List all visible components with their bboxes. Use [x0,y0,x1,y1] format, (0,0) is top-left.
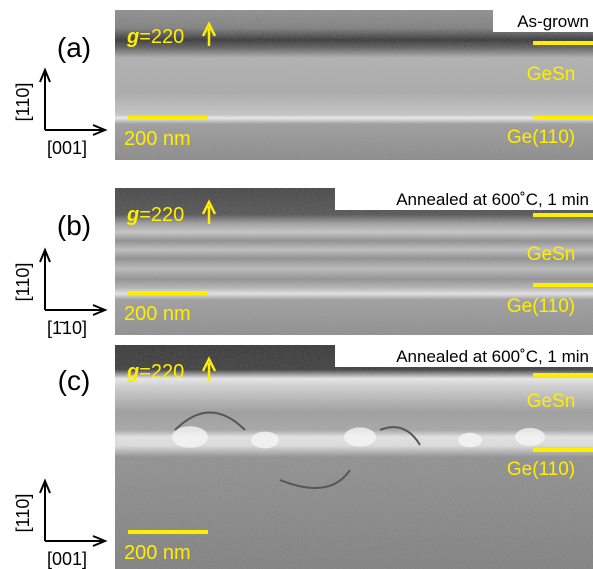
layer-label: Ge(110) [507,459,575,480]
axis-label-vertical: [110] [13,83,33,122]
axis-label-vertical: [110] [13,494,33,533]
layer-label: Ge(110) [507,127,575,148]
micrograph-texture [115,345,593,569]
panel: Annealed at 600˚C, 1 min g=220 GeSn Ge(110)… [13,345,593,569]
precipitate [251,432,279,449]
precipitate [172,426,208,448]
g-vector: g=220 [126,204,184,226]
g-value: =220 [139,361,184,383]
g-vector: g=220 [126,361,184,383]
figure: As-growng=220GeSnGe(110)200 nm(a)[110][0… [0,0,593,569]
caption: Annealed at 600˚C, 1 min [396,190,589,209]
axis-arrows [40,70,105,135]
g-value: =220 [139,26,184,48]
panel: Annealed at 600˚C, 1 min g=220 GeSn Ge(110)… [13,188,593,338]
axis-label-horizontal: [001] [47,549,87,569]
panel-label: (a) [57,32,91,63]
layer-label: Ge(110) [507,296,575,317]
axis-label-vertical: [110] [13,263,33,302]
panel: As-grown g=220 GeSn Ge(110) 200 nm (a) [110] [0… [13,10,593,160]
g-symbol: g [126,361,139,383]
scale-label: 200 nm [124,128,191,150]
g-symbol: g [126,204,139,226]
caption: Annealed at 600˚C, 1 min [396,347,589,366]
precipitate [458,433,482,447]
g-value: =220 [139,204,184,226]
scale-label: 200 nm [124,542,191,564]
axis-arrows [40,250,105,315]
layer-label: GeSn [527,64,576,85]
precipitate [515,428,545,446]
axis-label-horizontal: [1̄10] [47,318,87,338]
axis-label-horizontal: [001] [47,138,87,158]
g-symbol: g [126,26,139,48]
caption: As-grown [517,12,589,31]
axis-arrows [40,481,105,546]
panel-label: (c) [58,365,91,396]
g-vector: g=220 [126,26,184,48]
precipitate [344,427,376,446]
panel-label: (b) [57,210,91,241]
layer-label: GeSn [527,391,576,412]
layer-label: GeSn [527,244,576,265]
scale-label: 200 nm [124,303,191,325]
